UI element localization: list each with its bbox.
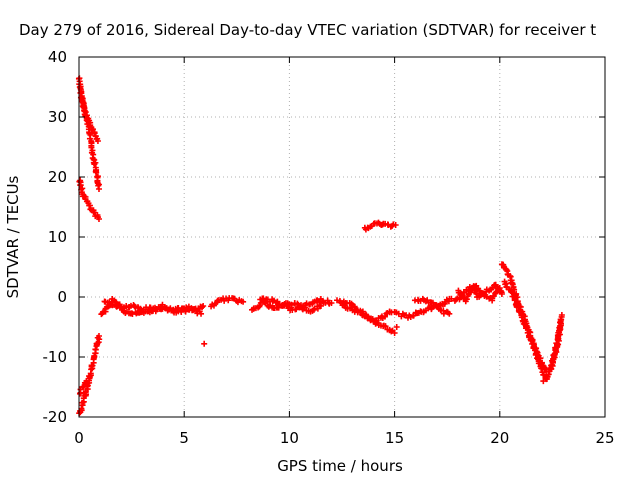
data-point [496, 285, 503, 291]
data-point [198, 310, 205, 317]
data-point [301, 304, 308, 311]
data-point [328, 300, 335, 306]
x-tick-label: 0 [74, 429, 84, 447]
data-point [382, 323, 389, 330]
data-points [75, 75, 565, 417]
data-point [95, 216, 102, 222]
y-tick-label: -10 [43, 348, 68, 366]
data-point [116, 303, 123, 310]
data-point [95, 333, 102, 339]
y-tick-label: 10 [48, 228, 67, 246]
plot-frame [78, 56, 606, 418]
x-tick-label: 15 [385, 429, 404, 447]
data-point [558, 312, 565, 318]
x-tick-label: 20 [490, 429, 509, 447]
data-point [161, 304, 168, 311]
data-point [529, 340, 536, 347]
data-point [492, 281, 499, 288]
x-tick-label: 5 [179, 429, 189, 447]
data-point [511, 296, 518, 303]
data-point [391, 330, 398, 336]
data-point [83, 378, 90, 384]
y-tick-label: 0 [57, 288, 67, 306]
data-point [94, 340, 101, 347]
x-axis-label: GPS time / hours [277, 457, 403, 475]
data-point [200, 303, 207, 309]
data-point [317, 303, 324, 309]
data-point [446, 310, 453, 317]
data-point [93, 169, 100, 176]
axis-ticks [78, 56, 606, 418]
data-point [240, 298, 247, 305]
data-point [314, 305, 321, 312]
y-tick-label: -20 [43, 408, 68, 426]
data-point [92, 346, 99, 353]
x-tick-label: 10 [280, 429, 299, 447]
data-point [518, 314, 525, 321]
data-point [113, 299, 120, 306]
data-point [516, 309, 523, 316]
data-point [498, 291, 505, 297]
data-point [79, 399, 86, 406]
grid-lines [79, 57, 605, 417]
data-point [463, 296, 470, 303]
data-point [429, 299, 436, 306]
data-point [199, 304, 206, 311]
y-tick-label: 40 [48, 48, 67, 66]
data-point [95, 186, 102, 192]
data-point [381, 313, 388, 320]
data-point [440, 310, 447, 317]
data-point [131, 303, 138, 310]
data-point [91, 161, 98, 168]
y-tick-label: 30 [48, 108, 67, 126]
data-point [89, 126, 96, 133]
y-tick-label: 20 [48, 168, 67, 186]
data-point [392, 222, 399, 228]
chart-title: Day 279 of 2016, Sidereal Day-to-day VTE… [19, 21, 596, 39]
x-tick-label: 25 [595, 429, 614, 447]
data-point [201, 340, 208, 347]
data-point [80, 383, 87, 390]
y-axis-label: SDTVAR / TECUs [4, 175, 22, 298]
data-point [296, 304, 303, 311]
data-point [393, 324, 400, 330]
data-point [94, 138, 101, 144]
